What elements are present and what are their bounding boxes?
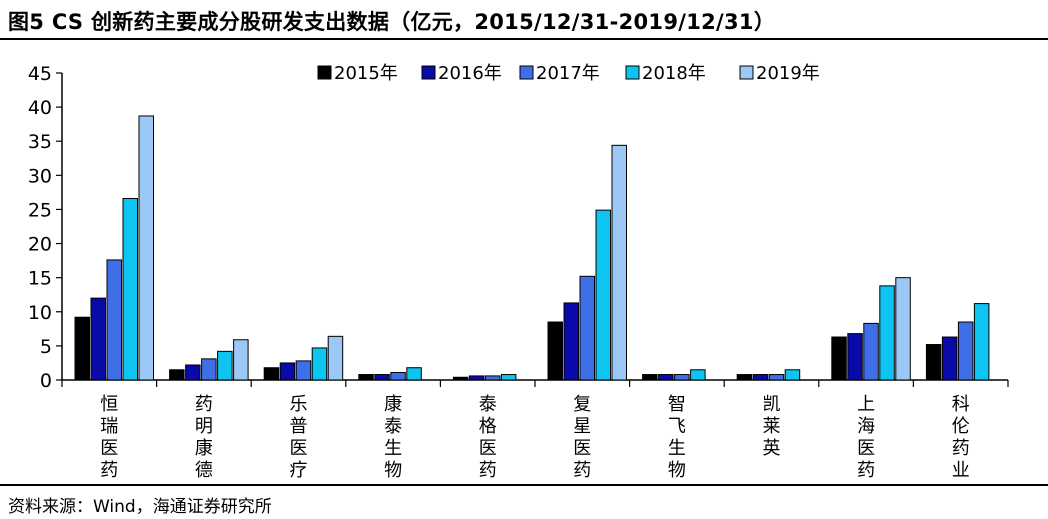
y-tick-label: 30 xyxy=(28,165,52,187)
y-tick-label: 10 xyxy=(28,302,52,324)
bar xyxy=(547,321,563,381)
legend-swatch xyxy=(625,65,640,80)
bar xyxy=(452,376,469,381)
bar xyxy=(642,374,658,381)
legend-swatch xyxy=(519,65,534,80)
figure-title-bar: 图5 CS 创新药主要成分股研发支出数据（亿元，2015/12/31-2019/… xyxy=(0,0,1048,40)
y-tick-label: 35 xyxy=(28,131,52,153)
bar xyxy=(138,115,154,381)
figure-title: 图5 CS 创新药主要成分股研发支出数据（亿元，2015/12/31-2019/… xyxy=(8,10,776,34)
legend-label: 2018年 xyxy=(642,63,706,84)
figure-source-bar: 资料来源：Wind，海通证券研究所 xyxy=(0,484,1048,519)
bar xyxy=(690,369,706,381)
bar xyxy=(374,374,390,381)
y-tick-label: 15 xyxy=(28,268,52,290)
bar xyxy=(879,285,895,381)
bar xyxy=(658,374,674,381)
bar xyxy=(201,358,217,381)
bar xyxy=(263,367,280,381)
bar xyxy=(406,367,422,381)
bar xyxy=(311,347,328,381)
category-label: 康泰生物 xyxy=(384,394,402,481)
bar xyxy=(925,344,942,381)
bar xyxy=(106,259,122,381)
bar xyxy=(957,321,974,381)
figure-source: 资料来源：Wind，海通证券研究所 xyxy=(8,497,272,517)
bar-chart: 0 5 10 15 20 25 30 35 40 45 恒瑞医药 药明康德 乐普医疗 康泰生物 泰格医药 复星… xyxy=(28,63,1009,481)
bar xyxy=(768,374,785,381)
y-tick-label: 0 xyxy=(40,370,52,392)
y-tick-label: 40 xyxy=(28,97,52,119)
bar xyxy=(831,336,847,381)
legend-label: 2019年 xyxy=(756,63,820,84)
legend-swatch xyxy=(317,65,332,80)
category-label: 上海医药 xyxy=(857,394,875,481)
bar xyxy=(279,362,296,381)
category-label: 药明康德 xyxy=(195,394,213,481)
bar xyxy=(847,333,863,381)
bar xyxy=(784,369,801,381)
category-label: 泰格医药 xyxy=(479,394,497,481)
legend-swatch xyxy=(421,65,436,80)
legend-swatch xyxy=(739,65,754,80)
legend-label: 2016年 xyxy=(438,63,502,84)
bar xyxy=(941,336,958,381)
bar xyxy=(468,375,485,381)
category-label: 乐普医疗 xyxy=(290,394,308,481)
y-tick-label: 5 xyxy=(40,336,52,358)
bar xyxy=(579,275,595,381)
y-tick-label: 20 xyxy=(28,234,52,256)
bar xyxy=(736,374,753,381)
y-tick-label: 25 xyxy=(28,199,52,221)
bar xyxy=(752,374,769,381)
bar xyxy=(563,302,579,381)
bar xyxy=(169,369,185,381)
bar xyxy=(327,335,344,381)
bar xyxy=(863,322,879,381)
bar xyxy=(611,144,627,381)
bar xyxy=(895,277,911,381)
category-label: 科伦药业 xyxy=(952,394,970,481)
bar xyxy=(973,303,990,381)
bar xyxy=(500,374,517,381)
bar xyxy=(390,371,406,381)
category-label: 凯莱英 xyxy=(763,394,781,459)
bar xyxy=(90,297,106,381)
bar xyxy=(185,364,201,381)
legend-label: 2015年 xyxy=(334,63,398,84)
bar xyxy=(122,198,138,381)
bar xyxy=(674,374,690,381)
category-label: 智飞生物 xyxy=(668,394,686,481)
bar xyxy=(233,339,249,381)
bar xyxy=(484,375,501,381)
category-label: 复星医药 xyxy=(573,394,591,481)
legend-label: 2017年 xyxy=(536,63,600,84)
category-label: 恒瑞医药 xyxy=(100,394,118,481)
bar xyxy=(595,209,611,381)
y-tick-label: 45 xyxy=(28,63,52,85)
bar xyxy=(74,316,90,381)
bar xyxy=(217,350,233,381)
bar xyxy=(358,374,374,381)
bar xyxy=(295,360,312,381)
